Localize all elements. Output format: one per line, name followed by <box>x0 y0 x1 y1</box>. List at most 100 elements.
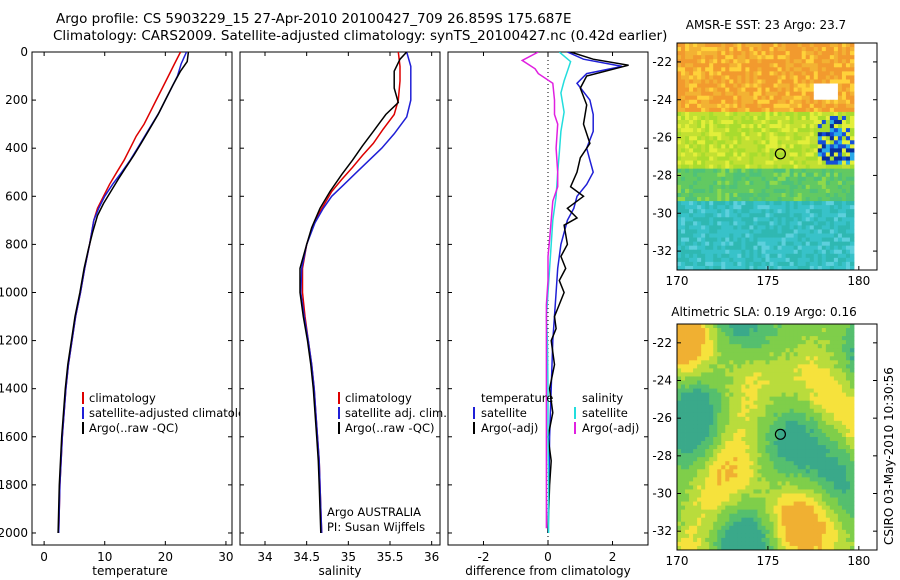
heatmap-cell <box>705 360 710 365</box>
heatmap-cell <box>781 328 787 333</box>
heatmap-cell <box>701 372 706 377</box>
heatmap-cell <box>729 164 734 170</box>
heatmap-cell <box>701 176 706 182</box>
heatmap-cell <box>693 529 698 535</box>
heatmap-cell <box>753 485 758 490</box>
heatmap-cell <box>817 71 823 76</box>
heatmap-cell <box>761 473 766 478</box>
heatmap-cell <box>745 356 750 361</box>
heatmap-cell <box>797 172 803 178</box>
heatmap-cell <box>757 441 762 446</box>
heatmap-cell <box>689 441 694 446</box>
heatmap-cell <box>813 188 819 194</box>
heatmap-cell <box>817 400 823 406</box>
heatmap-cell <box>713 372 718 377</box>
series-line-argo-raw-qc- <box>57 52 190 534</box>
heatmap-cell <box>813 241 819 247</box>
heatmap-cell <box>761 140 766 145</box>
heatmap-cell <box>797 428 803 434</box>
heatmap-cell <box>753 213 758 218</box>
heatmap-cell <box>681 517 686 523</box>
heatmap-cell <box>805 164 811 170</box>
heatmap-cell <box>693 424 698 430</box>
heatmap-cell <box>705 245 710 251</box>
heatmap-cell <box>825 79 831 84</box>
heatmap-cell <box>721 43 726 48</box>
heatmap-cell <box>677 392 682 398</box>
heatmap-cell <box>777 160 782 165</box>
heatmap-cell <box>721 257 726 263</box>
heatmap-cell <box>781 384 787 389</box>
heatmap-cell <box>697 449 702 454</box>
heatmap-cell <box>785 164 791 170</box>
heatmap-cell <box>789 71 795 76</box>
heatmap-cell <box>757 43 762 48</box>
heatmap-cell <box>689 265 694 271</box>
heatmap-cell <box>737 521 742 527</box>
heatmap-cell <box>805 47 811 52</box>
heatmap-cell <box>813 505 819 511</box>
heatmap-cell <box>685 517 690 523</box>
heatmap-cell <box>737 424 742 430</box>
heatmap-cell <box>849 79 855 84</box>
heatmap-cell <box>829 124 835 129</box>
heatmap-cell <box>697 59 702 64</box>
y-tick-label: 600 <box>5 189 28 203</box>
heatmap-cell <box>721 172 726 178</box>
heatmap-cell <box>821 428 827 434</box>
heatmap-cell <box>801 111 807 117</box>
heatmap-cell <box>821 140 827 145</box>
heatmap-cell <box>737 160 742 165</box>
heatmap-cell <box>717 192 722 198</box>
heatmap-cell <box>849 408 855 414</box>
heatmap-cell <box>781 481 787 486</box>
heatmap-cell <box>737 164 742 170</box>
heatmap-cell <box>761 400 766 406</box>
heatmap-cell <box>681 233 686 238</box>
heatmap-cell <box>825 424 831 430</box>
heatmap-cell <box>697 469 702 474</box>
heatmap-cell <box>737 197 742 202</box>
heatmap-cell <box>761 465 766 470</box>
heatmap-cell <box>701 205 706 210</box>
heatmap-cell <box>797 144 803 149</box>
heatmap-cell <box>801 201 807 206</box>
heatmap-cell <box>813 453 819 458</box>
heatmap-cell <box>765 136 770 141</box>
heatmap-cell <box>697 477 702 482</box>
heatmap-cell <box>829 336 835 341</box>
heatmap-cell <box>805 505 811 511</box>
heatmap-cell <box>745 469 750 474</box>
heatmap-cell <box>725 197 730 202</box>
heatmap-cell <box>825 505 831 511</box>
heatmap-cell <box>697 160 702 165</box>
heatmap-cell <box>817 51 823 56</box>
heatmap-cell <box>793 59 799 64</box>
heatmap-cell <box>705 67 710 72</box>
heatmap-cell <box>813 428 819 434</box>
heatmap-cell <box>805 404 811 410</box>
heatmap-cell <box>705 525 710 531</box>
heatmap-cell <box>777 513 782 519</box>
heatmap-cell <box>693 180 698 186</box>
heatmap-cell <box>817 513 823 519</box>
heatmap-cell <box>845 513 851 519</box>
heatmap-cell <box>805 71 811 76</box>
heatmap-cell <box>689 360 694 365</box>
heatmap-cell <box>689 111 694 117</box>
heatmap-cell <box>749 501 754 507</box>
heatmap-cell <box>781 221 787 226</box>
heatmap-cell <box>781 525 787 531</box>
heatmap-cell <box>801 380 807 385</box>
heatmap-cell <box>757 261 762 267</box>
heatmap-cell <box>781 380 787 385</box>
heatmap-cell <box>713 497 718 502</box>
heatmap-cell <box>733 257 738 263</box>
heatmap-cell <box>789 441 795 446</box>
heatmap-cell <box>677 67 682 72</box>
heatmap-cell <box>741 473 746 478</box>
heatmap-cell <box>825 324 831 329</box>
legend-label-sal-satellite: satellite <box>582 406 628 420</box>
heatmap-cell <box>677 364 682 369</box>
map-y-tick-label: -26 <box>652 131 672 145</box>
